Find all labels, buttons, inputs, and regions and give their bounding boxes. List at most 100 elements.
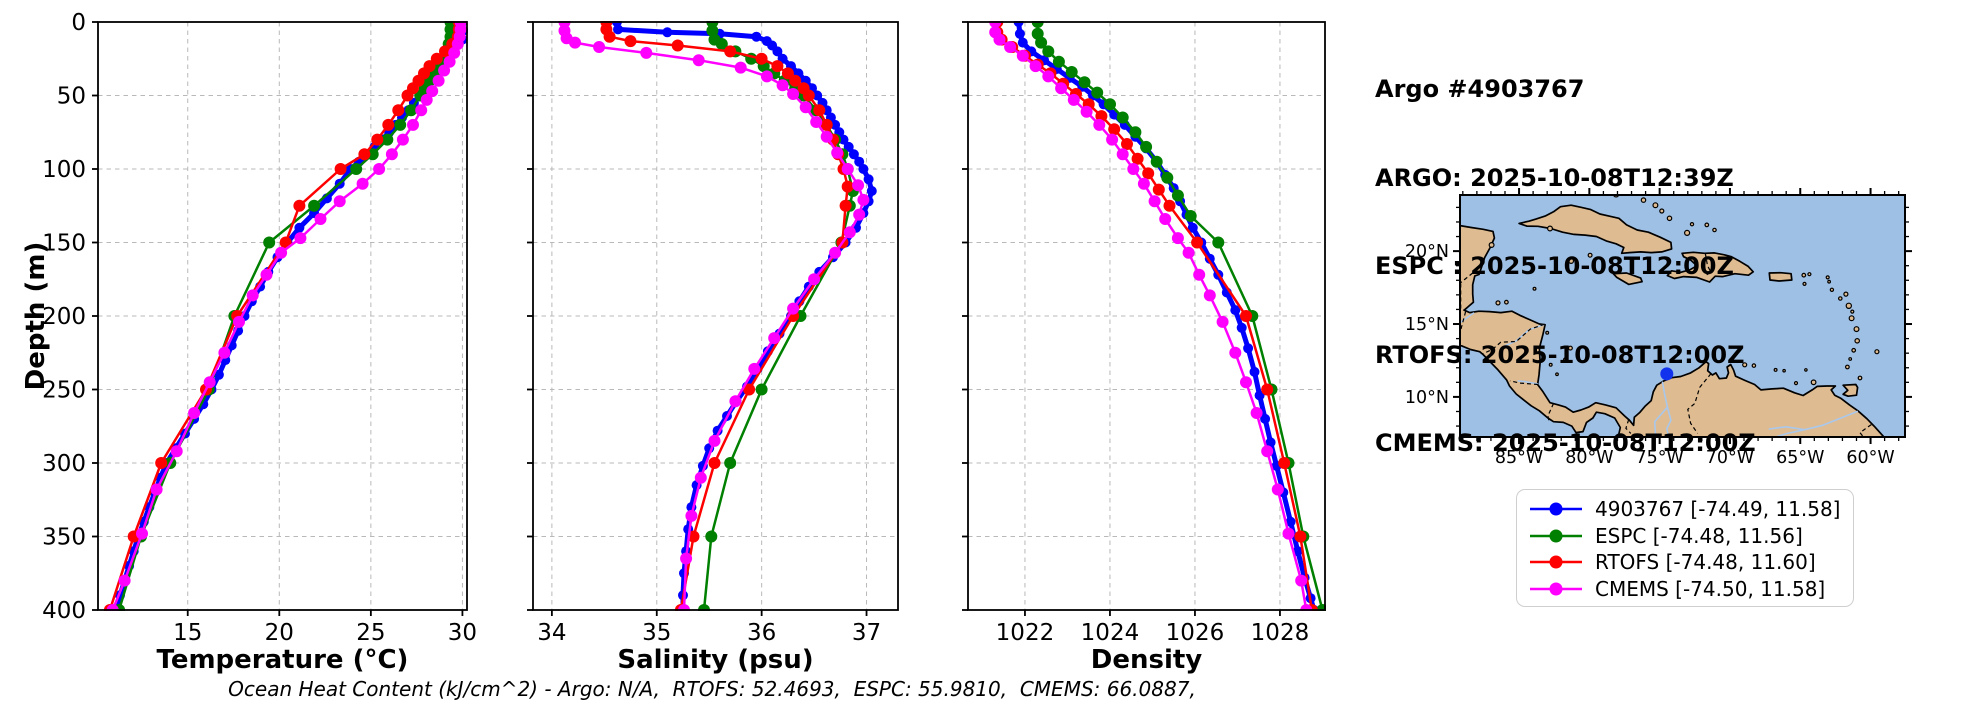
map-island (1838, 296, 1843, 301)
legend-item: ESPC [-74.48, 11.56] (1527, 523, 1853, 550)
salinity-profile-chart: 34 35 36 37 Salinity (psu) (527, 21, 899, 675)
svg-text:Salinity (psu): Salinity (psu) (617, 645, 813, 675)
map-river (1768, 425, 1806, 431)
map-island (1793, 381, 1799, 386)
svg-text:70°W: 70°W (1706, 448, 1754, 468)
map-landmass (1518, 204, 1673, 255)
map-landmass (1842, 383, 1859, 398)
map-island (1804, 368, 1808, 372)
series-line-ESPC (1036, 21, 1324, 611)
svg-text:34: 34 (537, 620, 566, 646)
legend-item-label: ESPC [-74.48, 11.56] (1595, 523, 1803, 548)
argo-timestamp: ARGO: 2025-10-08T12:39Z (1375, 163, 1734, 192)
rtofs-timestamp: RTOFS: 2025-10-08T12:00Z (1375, 340, 1745, 369)
map-island (1567, 345, 1573, 351)
svg-text:15: 15 (173, 620, 202, 646)
map-island (1802, 281, 1807, 286)
argo-id-title: Argo #4903767 (1375, 75, 1585, 103)
map-island (1548, 362, 1553, 367)
svg-text:60°W: 60°W (1846, 448, 1894, 468)
map-island (1495, 300, 1501, 306)
map-island (1640, 197, 1647, 203)
map-river (1777, 410, 1858, 437)
svg-text:Density: Density (1091, 645, 1203, 675)
svg-text:200: 200 (42, 304, 86, 330)
map-island (1874, 349, 1880, 355)
map-island (1652, 202, 1659, 209)
legend-item-label: RTOFS [-74.48, 11.60] (1595, 550, 1816, 575)
legend-key-line-icon (1530, 502, 1582, 516)
map-island (1848, 315, 1855, 322)
map-island (1532, 286, 1537, 291)
svg-text:250: 250 (42, 378, 86, 404)
map-border (1859, 424, 1872, 437)
map-river (1661, 381, 1672, 437)
svg-text:1022: 1022 (996, 620, 1055, 646)
chart-series (103, 21, 468, 611)
map-island (1807, 272, 1812, 277)
map-landmass (1460, 224, 1885, 437)
svg-text:85°W: 85°W (1495, 448, 1543, 468)
map-island (1810, 379, 1817, 386)
svg-text:150: 150 (42, 231, 86, 257)
svg-text:10°N: 10°N (1405, 388, 1449, 408)
map-island (1825, 275, 1830, 280)
map-island (1712, 227, 1717, 233)
map-island (1568, 258, 1575, 265)
svg-text:1028: 1028 (1251, 620, 1310, 646)
map-island (1751, 363, 1757, 368)
temperature-profile-chart: 15 20 25 30050100150200250300350400Temperat… (21, 10, 477, 675)
map-island (1683, 229, 1691, 236)
map-island (1827, 279, 1831, 284)
map-island (1782, 368, 1786, 373)
legend: 4903767 [-74.49, 11.58] ESPC [-74.48, 11… (1516, 489, 1854, 607)
svg-text:100: 100 (42, 157, 86, 183)
svg-text:80°W: 80°W (1565, 448, 1613, 468)
map-border (1687, 373, 1712, 434)
legend-key-line-icon (1530, 582, 1582, 596)
legend-item-label: 4903767 [-74.49, 11.58] (1595, 497, 1841, 522)
map-island (1848, 357, 1853, 361)
ohc-footer: Ocean Heat Content (kJ/cm^2) - Argo: N/A… (228, 677, 1196, 701)
svg-text:20°N: 20°N (1405, 242, 1449, 262)
svg-text:300: 300 (42, 451, 86, 477)
svg-text:20: 20 (265, 620, 294, 646)
legend-item: RTOFS [-74.48, 11.60] (1527, 549, 1853, 576)
map-island (1850, 309, 1855, 314)
svg-text:37: 37 (852, 620, 881, 646)
map-landmass (1612, 272, 1643, 286)
map-island (1742, 362, 1748, 368)
svg-text:25: 25 (356, 620, 385, 646)
map-island (1845, 302, 1853, 309)
profile-charts: 15 20 25 30050100150200250300350400Temperat… (21, 10, 1326, 675)
svg-text:Temperature (°C): Temperature (°C) (157, 645, 409, 675)
map-border (1460, 272, 1474, 284)
map-landmass (1666, 251, 1755, 283)
legend-item: 4903767 [-74.49, 11.58] (1527, 496, 1853, 523)
map-island (1545, 330, 1550, 335)
series-line-RTOFS (996, 21, 1314, 611)
map-island (1854, 337, 1861, 344)
map-island (1587, 252, 1593, 258)
svg-text:36: 36 (747, 620, 776, 646)
svg-text:65°W: 65°W (1776, 448, 1824, 468)
map-island (1659, 208, 1665, 214)
map-border (1509, 380, 1539, 386)
legend-item-label: CMEMS [-74.50, 11.58] (1595, 576, 1826, 601)
info-header: Argo #4903767 ARGO: 2025-10-08T12:39Z ES… (1375, 16, 1756, 518)
chart-series (558, 21, 877, 611)
map-island (1562, 357, 1568, 363)
legend-key-line-icon (1530, 529, 1582, 543)
map-island (1844, 364, 1850, 370)
map-island (1503, 299, 1509, 305)
map-island (1801, 272, 1807, 278)
svg-text:Depth (m): Depth (m) (21, 242, 51, 391)
map-landmass (1768, 271, 1793, 282)
svg-text:30: 30 (448, 620, 477, 646)
map-island (1666, 215, 1673, 222)
float-position-marker (1660, 367, 1674, 381)
map-island (1851, 347, 1857, 353)
svg-text:50: 50 (57, 84, 86, 110)
